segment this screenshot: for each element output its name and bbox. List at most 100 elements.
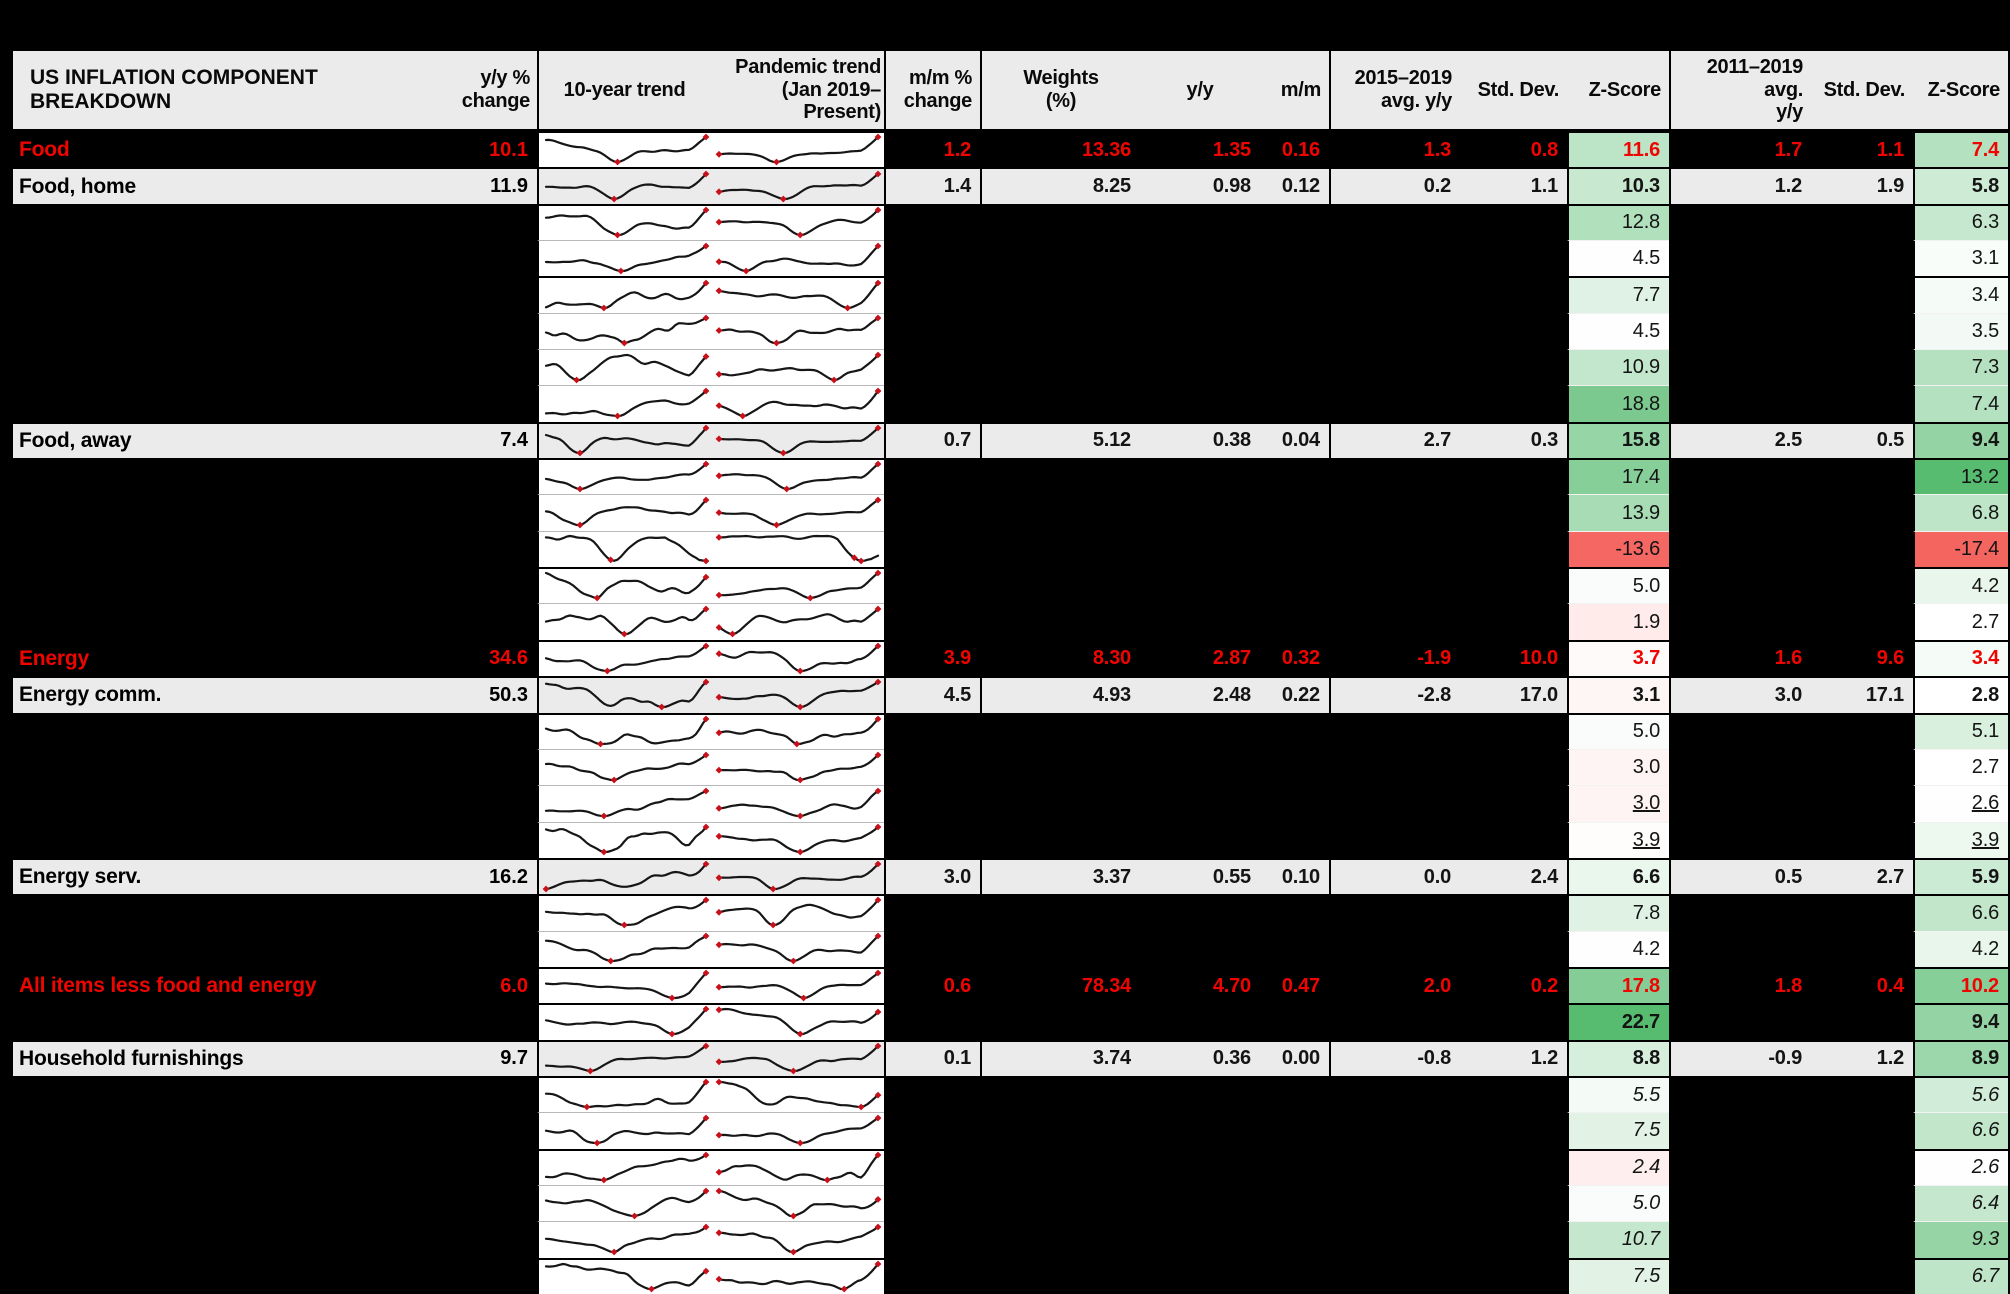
std-dev-2015-2019-cell-value: 1.2 bbox=[1530, 1047, 1558, 1070]
sparkline-10-year-trend bbox=[544, 314, 710, 347]
latest-value-marker bbox=[702, 1006, 710, 1013]
std-dev-2011-2019-cell bbox=[1811, 1184, 1913, 1222]
latest-value-marker bbox=[702, 133, 710, 141]
component-label: All items less food and energy bbox=[19, 974, 317, 998]
component-cell bbox=[13, 894, 537, 931]
mm-contrib-cell: 0.12 bbox=[1260, 167, 1329, 204]
latest-value-marker bbox=[874, 351, 882, 359]
weight-cell bbox=[980, 1003, 1140, 1040]
col-header-z-score-1: Z-Score bbox=[1588, 78, 1662, 101]
latest-value-marker bbox=[874, 1091, 882, 1099]
avg-2011-2019-cell-value: 1.2 bbox=[1774, 175, 1802, 198]
table-row: Food, away 7.4 0.7 5.12 0.38 0.04 2.7 0.3 15.8 2.… bbox=[13, 421, 2008, 459]
std-dev-2015-2019-cell: 0.8 bbox=[1460, 131, 1567, 168]
latest-value-marker bbox=[857, 1103, 865, 1111]
z-score-2015-2019-cell-value: 5.5 bbox=[1632, 1083, 1660, 1106]
col-header-yy: y/y bbox=[1186, 78, 1214, 101]
component-cell bbox=[13, 312, 537, 350]
mm-contrib-cell-value: 0.47 bbox=[1281, 974, 1320, 997]
latest-value-marker bbox=[702, 170, 710, 177]
z-score-2015-2019-cell-value: 3.9 bbox=[1632, 828, 1660, 851]
latest-value-marker bbox=[702, 496, 710, 504]
mm-pct-change-cell bbox=[884, 530, 980, 568]
mm-pct-change-cell bbox=[884, 821, 980, 858]
z-score-2015-2019-cell: 3.0 bbox=[1567, 748, 1669, 786]
avg-2015-2019-cell-value: -2.8 bbox=[1417, 683, 1451, 706]
latest-value-marker bbox=[702, 715, 710, 723]
latest-value-marker bbox=[779, 449, 787, 457]
weight-cell: 13.36 bbox=[980, 131, 1140, 168]
z-score-2015-2019-cell: 8.8 bbox=[1567, 1039, 1669, 1076]
latest-value-marker bbox=[702, 1114, 710, 1122]
latest-value-marker bbox=[658, 703, 666, 711]
latest-value-marker bbox=[715, 286, 723, 294]
std-dev-2015-2019-cell bbox=[1460, 894, 1567, 931]
component-cell: Food, away 7.4 bbox=[13, 421, 537, 459]
latest-value-marker bbox=[593, 1139, 601, 1147]
z-score-2011-2019-cell: -17.4 bbox=[1913, 530, 2008, 568]
mm-pct-change-cell bbox=[884, 1003, 980, 1040]
sparkline-cell bbox=[537, 349, 884, 386]
component-cell bbox=[13, 1003, 537, 1040]
latest-value-marker bbox=[715, 327, 723, 335]
std-dev-2015-2019-cell-value: 10.0 bbox=[1519, 647, 1558, 670]
avg-2011-2019-cell bbox=[1669, 276, 1811, 313]
std-dev-2011-2019-cell bbox=[1811, 930, 1913, 967]
latest-value-marker bbox=[823, 1176, 831, 1184]
std-dev-2015-2019-cell: 0.3 bbox=[1460, 421, 1567, 459]
avg-2011-2019-cell bbox=[1669, 567, 1811, 604]
latest-value-marker bbox=[607, 957, 615, 965]
sparkline-pandemic-trend bbox=[715, 1151, 882, 1184]
z-score-2011-2019-cell-value: 2.7 bbox=[1971, 610, 1999, 633]
sparkline-10-year-trend bbox=[544, 932, 710, 965]
z-score-2011-2019-cell: 3.4 bbox=[1913, 639, 2008, 677]
std-dev-2011-2019-cell bbox=[1811, 567, 1913, 604]
sparkline-pandemic-trend bbox=[715, 496, 882, 529]
sparkline-cell bbox=[537, 1184, 884, 1222]
latest-value-marker bbox=[793, 740, 801, 748]
latest-value-marker bbox=[614, 231, 621, 239]
sparkline-pandemic-trend bbox=[715, 1114, 882, 1147]
avg-2015-2019-cell bbox=[1329, 712, 1460, 749]
z-score-2011-2019-cell-value: 6.4 bbox=[1971, 1192, 1999, 1215]
latest-value-marker bbox=[874, 496, 882, 504]
latest-value-marker bbox=[610, 1248, 618, 1256]
latest-value-marker bbox=[702, 314, 710, 322]
mm-pct-change-cell: 3.9 bbox=[884, 639, 980, 677]
z-score-2015-2019-cell: 5.0 bbox=[1567, 567, 1669, 604]
latest-value-marker bbox=[715, 472, 723, 480]
latest-value-marker bbox=[742, 267, 750, 275]
z-score-2015-2019-cell-value: 5.0 bbox=[1632, 574, 1660, 597]
std-dev-2011-2019-cell bbox=[1811, 203, 1913, 241]
mm-contrib-cell bbox=[1260, 603, 1329, 640]
latest-value-marker bbox=[715, 624, 723, 632]
yy-contrib-cell bbox=[1140, 894, 1260, 931]
sparkline-pandemic-trend bbox=[715, 605, 882, 638]
latest-value-marker bbox=[668, 994, 676, 1002]
avg-2015-2019-cell bbox=[1329, 1003, 1460, 1040]
latest-value-marker bbox=[874, 460, 882, 468]
z-score-2015-2019-cell: 6.6 bbox=[1567, 857, 1669, 895]
z-score-2011-2019-cell: 3.9 bbox=[1913, 821, 2008, 858]
std-dev-2011-2019-cell: 0.4 bbox=[1811, 966, 1913, 1004]
component-cell bbox=[13, 1221, 537, 1258]
latest-value-marker bbox=[620, 339, 628, 347]
latest-value-marker bbox=[715, 909, 723, 917]
sparkline-10-year-trend bbox=[544, 424, 710, 457]
latest-value-marker bbox=[702, 424, 710, 432]
latest-value-marker bbox=[702, 1078, 710, 1086]
latest-value-marker bbox=[715, 766, 723, 774]
std-dev-2011-2019-cell bbox=[1811, 1003, 1913, 1040]
mm-contrib-cell: 0.16 bbox=[1260, 131, 1329, 168]
z-score-2015-2019-cell-value: 10.7 bbox=[1621, 1228, 1660, 1251]
std-dev-2015-2019-cell bbox=[1460, 312, 1567, 350]
table-row: Energy serv. 16.2 3.0 3.37 0.55 0.10 0.0 2.4 6.6… bbox=[13, 857, 2008, 895]
z-score-2011-2019-cell: 3.5 bbox=[1913, 312, 2008, 350]
mm-pct-change-cell bbox=[884, 712, 980, 749]
z-score-2015-2019-cell: 22.7 bbox=[1567, 1003, 1669, 1040]
sparkline-pandemic-trend bbox=[715, 133, 882, 166]
mm-pct-change-cell bbox=[884, 1112, 980, 1149]
component-cell bbox=[13, 821, 537, 858]
z-score-2011-2019-cell-value: 6.3 bbox=[1971, 211, 1999, 234]
latest-value-marker bbox=[796, 776, 804, 783]
